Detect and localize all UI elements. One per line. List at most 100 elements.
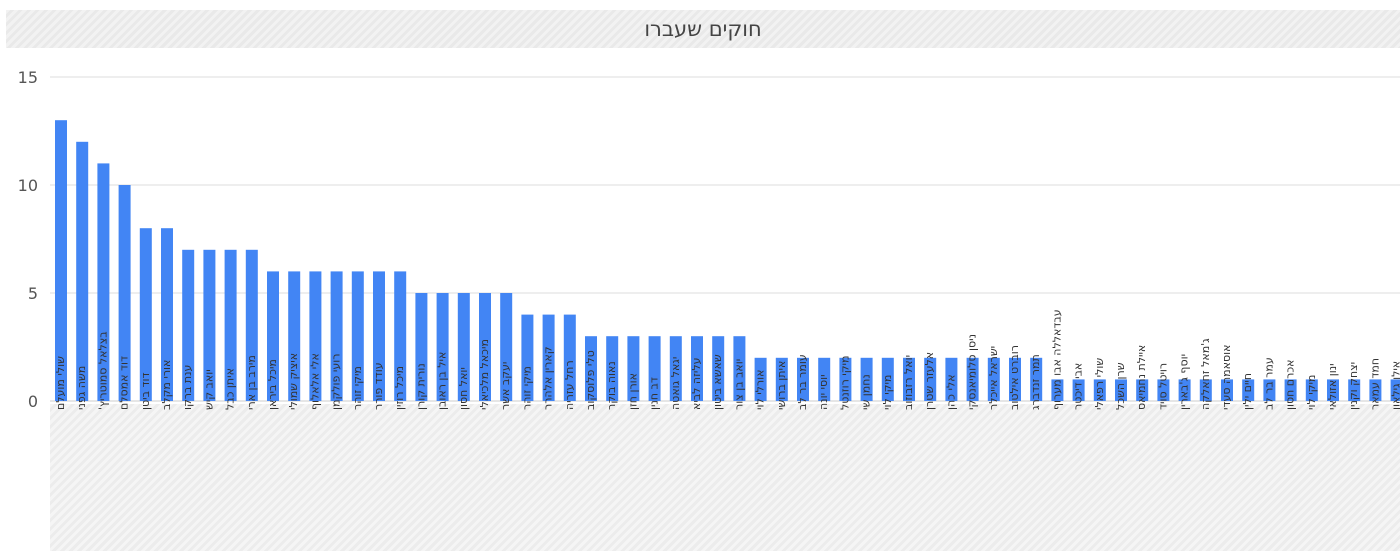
x-tick-label: רויטל סויד <box>1156 363 1169 410</box>
bar <box>881 357 894 401</box>
bar <box>309 271 322 401</box>
x-tick-label: יעקב אשר <box>499 362 512 410</box>
x-tick-label: אורן חזן <box>626 373 639 410</box>
bar <box>1051 379 1064 401</box>
x-tick-label: יצחק וקנין <box>1347 362 1360 410</box>
bar <box>860 357 873 401</box>
x-tick-label: שולי מועלם <box>54 356 67 410</box>
bar <box>1136 379 1149 401</box>
x-tick-label: משה גפני <box>75 366 88 410</box>
x-tick-label: אלי כהן <box>944 374 957 410</box>
bar <box>288 271 301 401</box>
x-tick-label: ינון אזולאי <box>1326 363 1339 410</box>
bar <box>245 249 258 401</box>
x-tick-label: יואב קיש <box>202 369 215 410</box>
x-tick-label: דוד אמסלם <box>118 356 131 410</box>
bar <box>712 336 725 401</box>
x-tick-label: מיקי לוי <box>1305 375 1318 410</box>
x-tick-label: אורי מקלב <box>160 360 173 410</box>
x-tick-label: עמר בר לב <box>1262 357 1275 410</box>
bar <box>1284 379 1297 401</box>
y-tick-label: 10 <box>18 176 38 195</box>
x-tick-label: מיקי לוי <box>881 375 894 410</box>
x-tick-label: שרן השכל <box>1114 362 1127 410</box>
bar <box>182 249 195 401</box>
x-tick-label: איציק שמולי <box>287 353 300 410</box>
bar <box>457 293 470 401</box>
x-tick-label: עליזה לביא <box>690 357 703 410</box>
bar <box>267 271 279 401</box>
x-tick-label: תמר זנדברג <box>1029 354 1042 410</box>
bar <box>945 357 958 401</box>
bar <box>1390 379 1400 401</box>
x-tick-label: איתן כבל <box>224 368 237 410</box>
x-tick-label: יוסף ג'בארין <box>1178 354 1191 410</box>
bar <box>1242 379 1255 401</box>
bar <box>818 357 831 401</box>
x-tick-label: קארין אלהרר <box>542 346 555 410</box>
bar <box>1327 379 1339 401</box>
bar <box>139 228 152 401</box>
x-tick-label: מיכל רוזין <box>393 366 406 410</box>
bar <box>648 336 661 401</box>
x-tick-label: איל בן ראובן <box>436 352 449 410</box>
bar <box>606 336 619 401</box>
bar <box>924 357 937 401</box>
bar <box>987 357 1000 401</box>
bar <box>775 357 788 401</box>
x-tick-label: אורלי לוי <box>754 370 767 410</box>
x-tick-label: ג'מאל זחאלקה <box>1199 338 1212 410</box>
x-tick-label: יוסי יונה <box>817 374 830 410</box>
bar <box>500 293 513 401</box>
bar <box>691 336 703 401</box>
bar <box>394 271 407 401</box>
bar <box>1199 379 1212 401</box>
x-tick-label: נחמן שי <box>860 374 873 410</box>
bar <box>754 357 767 401</box>
x-tick-label: רוברט אילטוב <box>1008 345 1021 410</box>
x-tick-label: מיכאל מלכיאלי <box>478 339 491 410</box>
bar <box>55 120 67 401</box>
bar <box>585 336 597 401</box>
x-tick-label: מיקי זוהר <box>351 366 364 410</box>
bar <box>1221 379 1233 401</box>
y-tick-label: 0 <box>28 392 38 411</box>
x-tick-label: נאוה בוקר <box>605 361 618 410</box>
x-tick-label: אילן גילאון <box>1390 361 1400 410</box>
x-tick-label: רחל עזריה <box>563 360 576 410</box>
bar <box>1093 379 1106 401</box>
bar <box>161 228 173 401</box>
x-tick-label: אבי דיכטר <box>1072 363 1085 410</box>
y-axis-ticks: 0 5 10 15 <box>18 68 38 411</box>
x-tick-label: שולי רפאלי <box>1093 358 1106 410</box>
bar <box>733 336 746 401</box>
bar <box>797 357 809 401</box>
bar <box>97 163 110 401</box>
x-tick-label: ניסן סלומיאנסקי <box>966 334 979 410</box>
y-tick-label: 5 <box>28 284 38 303</box>
x-tick-label: מירב בן ארי <box>245 355 258 410</box>
bar <box>563 314 576 401</box>
x-tick-label: אלי אלאלוף <box>308 353 321 410</box>
bar <box>76 141 89 402</box>
bar <box>224 249 237 401</box>
bar <box>351 271 364 401</box>
bar <box>1115 379 1127 401</box>
x-tick-label: מיכל ביראן <box>266 359 279 410</box>
chart-title: חוקים שעברו <box>644 17 762 41</box>
bar <box>903 357 915 401</box>
x-tick-label: עודד פורר <box>372 362 385 410</box>
bar <box>415 293 428 401</box>
bar <box>373 271 385 401</box>
x-tick-label: אכרם חסון <box>1284 360 1297 411</box>
x-tick-label: טלי פלוסקוב <box>584 350 597 410</box>
bar <box>627 336 640 401</box>
x-tick-label: מיקי זוהר <box>520 366 533 410</box>
bar <box>1263 379 1276 401</box>
bar <box>669 336 682 401</box>
x-tick-label: עבדאללה אבו מערוף <box>1050 309 1063 410</box>
x-tick-label: אוסאמה סעדי <box>1220 345 1233 410</box>
bar <box>1369 379 1382 401</box>
